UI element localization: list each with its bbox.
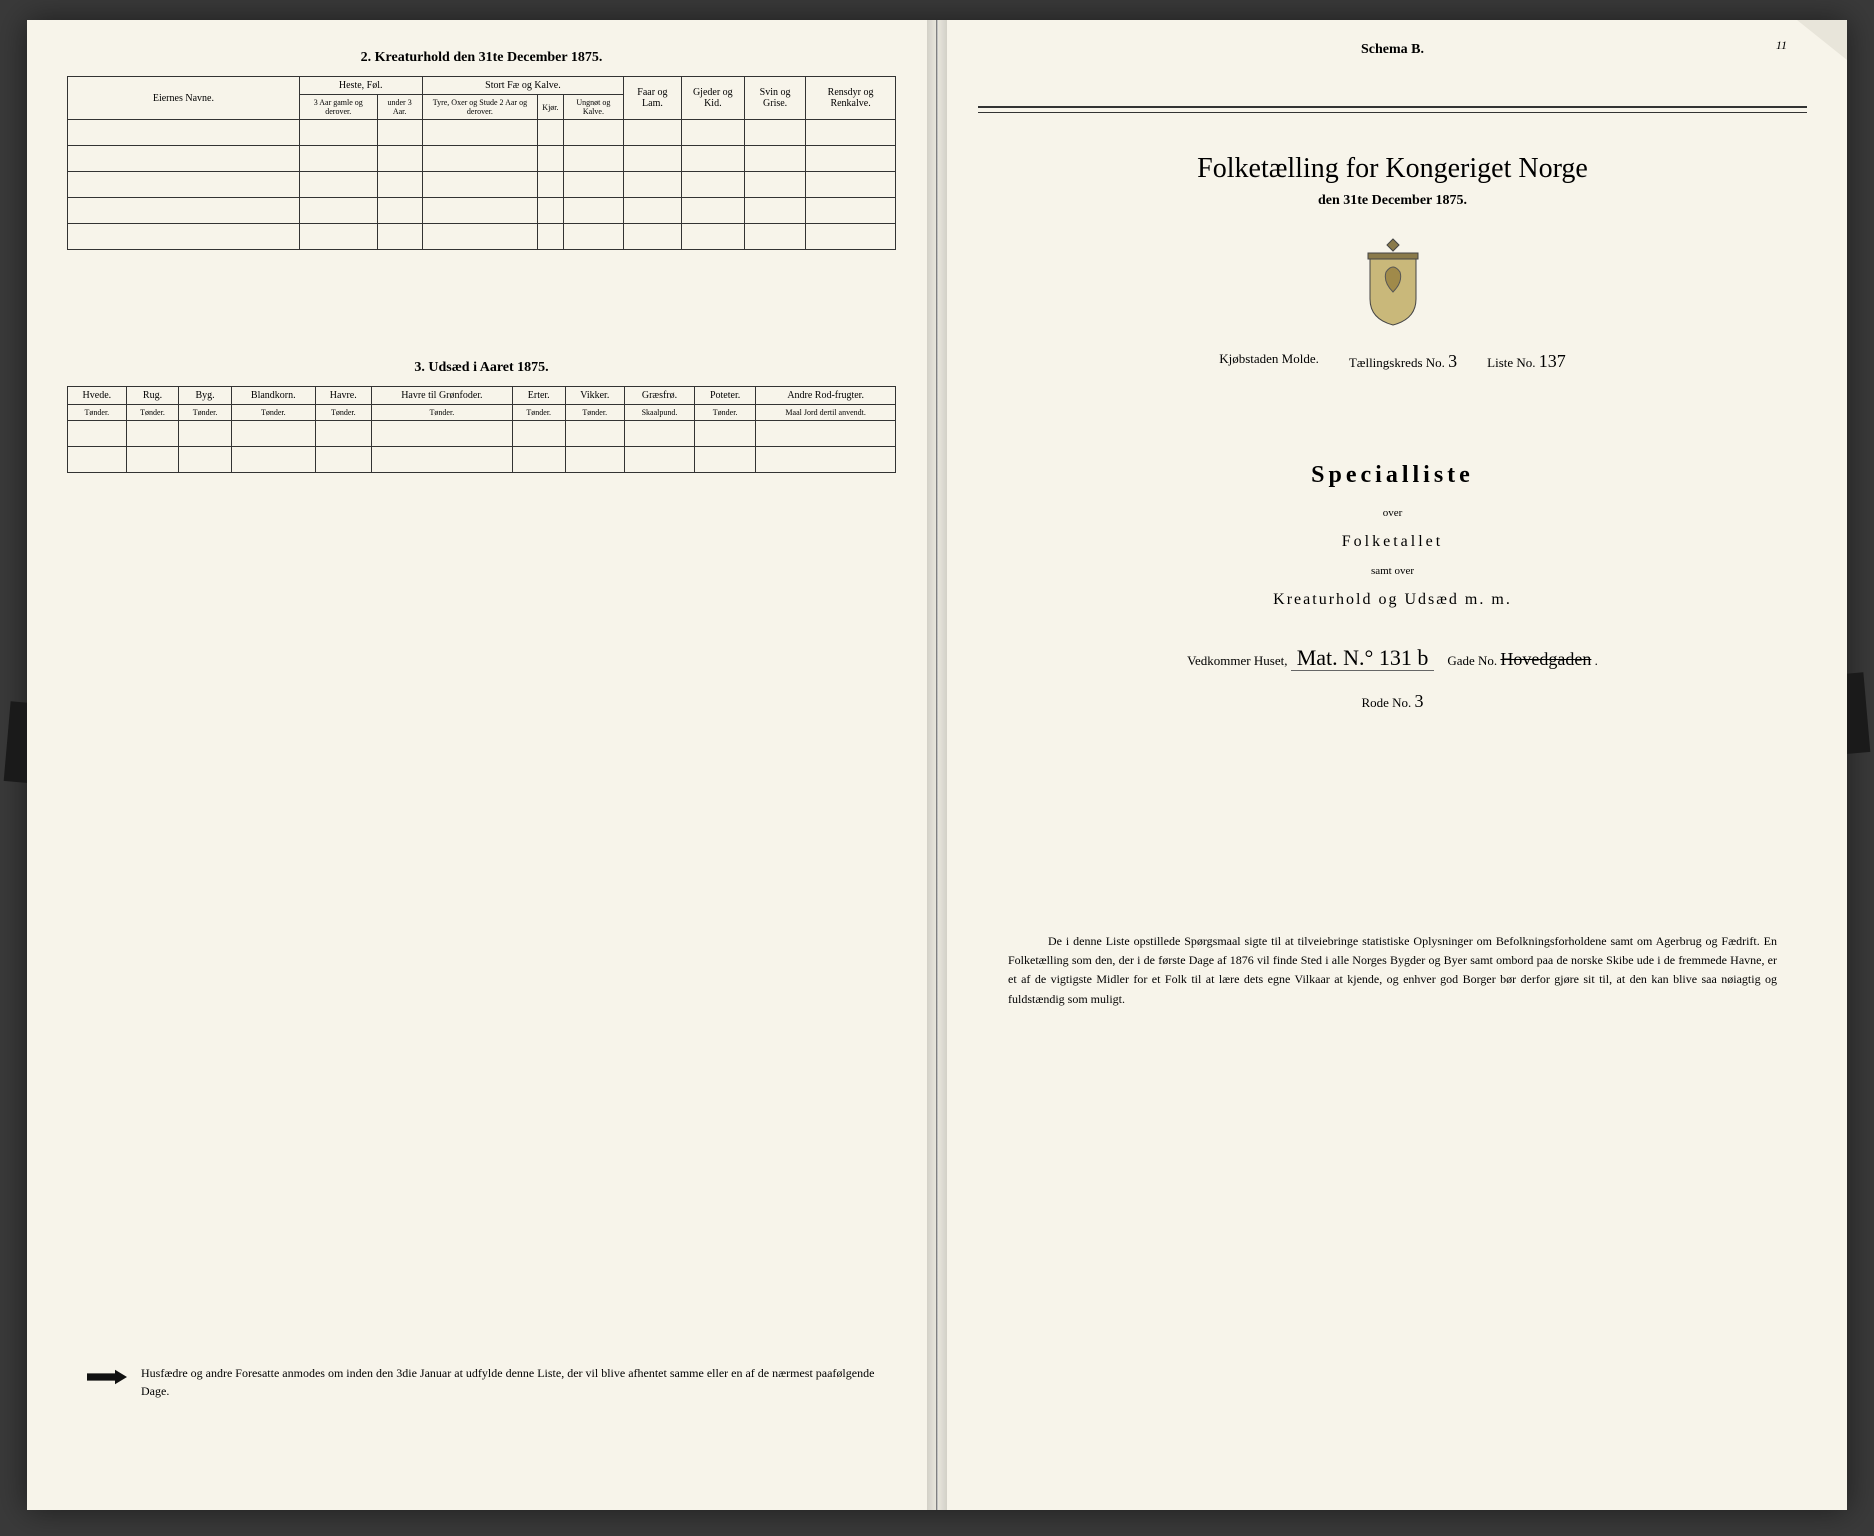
col-eiernes: Eiernes Navne.	[68, 77, 300, 120]
pointing-hand-icon	[87, 1368, 127, 1386]
col-blandkorn: Blandkorn.	[231, 387, 315, 405]
coat-of-arms-icon	[978, 237, 1807, 327]
col-gjeder: Gjeder og Kid.	[681, 77, 744, 120]
rode-row: Rode No. 3	[978, 691, 1807, 712]
samt-label: samt over	[978, 565, 1807, 577]
table-row	[68, 120, 896, 146]
unit: Maal Jord dertil anvendt.	[756, 405, 896, 421]
census-subtitle: den 31te December 1875.	[978, 193, 1807, 209]
col-stort-a: Tyre, Oxer og Stude 2 Aar og derover.	[422, 95, 538, 120]
col-andre: Andre Rod-frugter.	[756, 387, 896, 405]
rode-value: 3	[1415, 691, 1424, 711]
kjobstad-label: Kjøbstaden Molde.	[1219, 351, 1319, 372]
unit: Tønder.	[126, 405, 179, 421]
gade-value: Hovedgaden	[1500, 649, 1591, 669]
district-row: Kjøbstaden Molde. Tællingskreds No. 3 Li…	[978, 351, 1807, 372]
rode-label: Rode No.	[1361, 695, 1411, 710]
col-byg: Byg.	[179, 387, 232, 405]
col-havre: Havre.	[315, 387, 371, 405]
section2-title: 2. Kreaturhold den 31te December 1875.	[67, 50, 896, 66]
tkreds-value: 3	[1448, 351, 1457, 371]
census-title: Folketælling for Kongeriget Norge	[978, 153, 1807, 185]
vedkommer-row: Vedkommer Huset, Mat. N.° 131 b Gade No.…	[978, 645, 1807, 671]
footnote-text: Husfædre og andre Foresatte anmodes om i…	[141, 1364, 876, 1400]
specialliste-title: Specialliste	[978, 462, 1807, 489]
right-page: 11 Schema B. Folketælling for Kongeriget…	[937, 20, 1847, 1510]
unit: Tønder.	[231, 405, 315, 421]
right-footnote: De i denne Liste opstillede Spørgsmaal s…	[978, 932, 1807, 1009]
col-faar: Faar og Lam.	[624, 77, 681, 120]
table-row	[68, 447, 896, 473]
col-hvede: Hvede.	[68, 387, 127, 405]
book-spread: 2. Kreaturhold den 31te December 1875. E…	[27, 20, 1847, 1510]
col-poteter: Poteter.	[694, 387, 755, 405]
col-erter: Erter.	[512, 387, 565, 405]
tkreds-label: Tællingskreds No.	[1349, 355, 1445, 370]
col-heste: Heste, Føl.	[299, 77, 422, 95]
table-row	[68, 172, 896, 198]
col-svin: Svin og Grise.	[745, 77, 806, 120]
folketallet-label: Folketallet	[978, 533, 1807, 551]
unit: Tønder.	[315, 405, 371, 421]
col-vikker: Vikker.	[565, 387, 625, 405]
schema-label: Schema B.	[978, 42, 1807, 58]
over-label: over	[978, 507, 1807, 519]
left-page: 2. Kreaturhold den 31te December 1875. E…	[27, 20, 937, 1510]
gade-label: Gade No.	[1447, 653, 1497, 668]
rule	[978, 106, 1807, 113]
unit: Skaalpund.	[625, 405, 695, 421]
col-heste-b: under 3 Aar.	[377, 95, 422, 120]
table-udsaed: Hvede. Rug. Byg. Blandkorn. Havre. Havre…	[67, 386, 896, 473]
table-row	[68, 421, 896, 447]
unit: Tønder.	[565, 405, 625, 421]
footnote-text: De i denne Liste opstillede Spørgsmaal s…	[1008, 934, 1777, 1006]
liste-value: 137	[1539, 351, 1566, 371]
left-footnote: Husfædre og andre Foresatte anmodes om i…	[87, 1364, 876, 1400]
table-row	[68, 146, 896, 172]
vedk-label: Vedkommer Huset,	[1187, 653, 1287, 668]
unit: Tønder.	[512, 405, 565, 421]
vedk-value: Mat. N.° 131 b	[1291, 645, 1435, 671]
table-row	[68, 198, 896, 224]
col-rug: Rug.	[126, 387, 179, 405]
col-heste-a: 3 Aar gamle og derover.	[299, 95, 377, 120]
col-havretil: Havre til Grønfoder.	[371, 387, 512, 405]
col-stort: Stort Fæ og Kalve.	[422, 77, 624, 95]
section3-title: 3. Udsæd i Aaret 1875.	[67, 360, 896, 376]
unit: Tønder.	[68, 405, 127, 421]
page-number: 11	[1776, 38, 1787, 53]
col-stort-b: Kjør.	[538, 95, 563, 120]
col-rensdyr: Rensdyr og Renkalve.	[806, 77, 896, 120]
table-kreaturhold: Eiernes Navne. Heste, Føl. Stort Fæ og K…	[67, 76, 896, 250]
liste-label: Liste No.	[1487, 355, 1535, 370]
unit: Tønder.	[179, 405, 232, 421]
unit: Tønder.	[371, 405, 512, 421]
col-stort-c: Ungnøt og Kalve.	[563, 95, 624, 120]
table-row	[68, 224, 896, 250]
kreaturhold-label: Kreaturhold og Udsæd m. m.	[978, 591, 1807, 609]
col-graesfro: Græsfrø.	[625, 387, 695, 405]
unit: Tønder.	[694, 405, 755, 421]
